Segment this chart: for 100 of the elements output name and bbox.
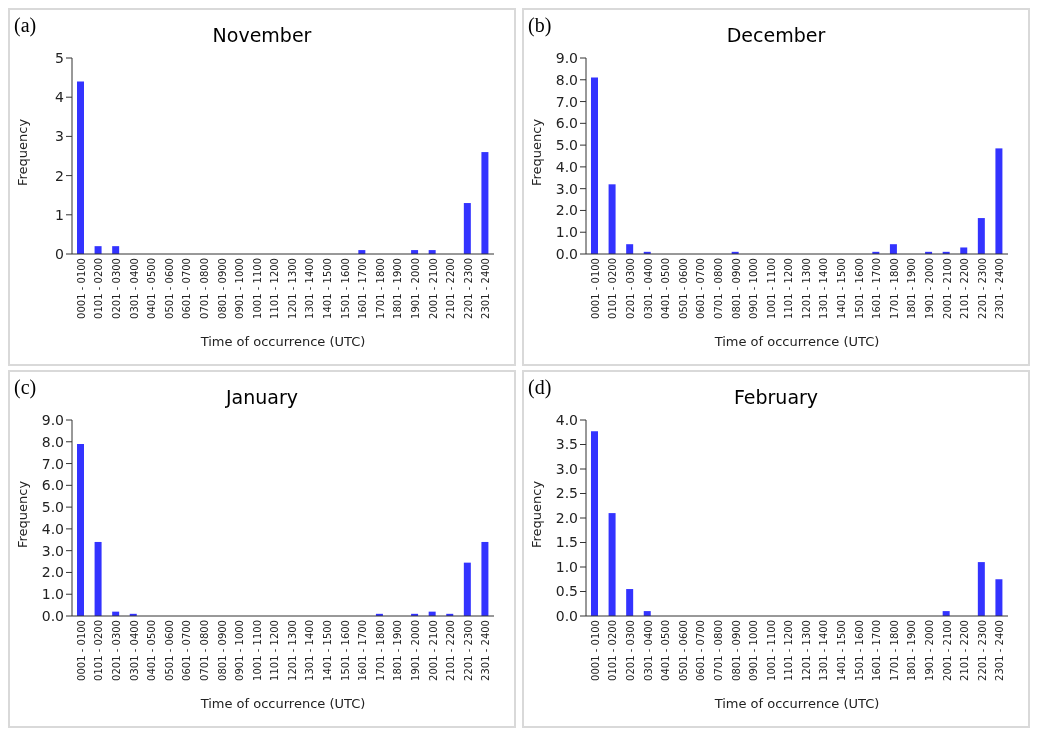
chart-title: February	[733, 386, 819, 408]
y-tick-label: 2.0	[555, 202, 578, 219]
x-tick-label: 0301 - 0400	[128, 258, 140, 319]
x-tick-label: 1901 - 2000	[409, 620, 421, 681]
y-tick-label: 0.0	[555, 245, 578, 262]
y-tick-label: 8.0	[41, 433, 64, 450]
x-tick-label: 0701 - 0800	[712, 258, 724, 319]
bar	[608, 513, 616, 616]
x-tick-label: 0401 - 0500	[146, 258, 158, 319]
x-tick-label: 1801 - 1900	[392, 258, 404, 319]
y-tick-label: 3.0	[555, 460, 578, 477]
x-tick-label: 1301 - 1400	[818, 620, 830, 681]
x-tick-label: 2301 - 2400	[480, 258, 492, 319]
x-tick-label: 1001 - 1100	[251, 620, 263, 681]
bar	[977, 218, 985, 254]
x-tick-label: 1301 - 1400	[304, 258, 316, 319]
x-tick-label: 1201 - 1300	[800, 258, 812, 319]
x-tick-label: 2001 - 2100	[941, 258, 953, 319]
x-tick-label: 0701 - 0800	[712, 620, 724, 681]
x-tick-label: 0601 - 0700	[695, 620, 707, 681]
y-axis-title: Frequency	[528, 118, 544, 186]
x-tick-label: 1901 - 2000	[409, 258, 421, 319]
x-tick-label: 1601 - 1700	[871, 258, 883, 319]
y-tick-label: 4.0	[555, 158, 578, 175]
x-tick-label: 1101 - 1200	[269, 258, 281, 319]
x-tick-label: 1401 - 1500	[836, 258, 848, 319]
y-tick-label: 1.0	[555, 558, 578, 575]
x-tick-label: 1901 - 2000	[923, 258, 935, 319]
x-tick-label: 1701 - 1800	[888, 620, 900, 681]
x-tick-label: 2201 - 2300	[462, 258, 474, 319]
text: (b)	[528, 14, 552, 37]
y-tick-label: 4.0	[41, 520, 64, 537]
x-tick-label: 0701 - 0800	[198, 258, 210, 319]
bar	[77, 443, 84, 616]
x-tick-label: 0401 - 0500	[660, 258, 672, 319]
x-tick-label: 0901 - 1000	[234, 620, 246, 681]
chart-title: January	[225, 386, 299, 408]
y-tick-label: 5	[55, 49, 64, 66]
x-tick-label: 1101 - 1200	[269, 620, 281, 681]
x-tick-label: 0001 - 0100	[75, 620, 87, 681]
x-tick-label: 1501 - 1600	[853, 620, 865, 681]
x-tick-label: 2301 - 2400	[480, 620, 492, 681]
x-tick-label: 0501 - 0600	[163, 620, 175, 681]
x-tick-label: 1301 - 1400	[818, 258, 830, 319]
x-tick-label: 2101 - 2200	[959, 620, 971, 681]
x-tick-label: 0501 - 0600	[163, 258, 175, 319]
y-tick-label: 2	[55, 167, 64, 184]
x-tick-label: 1201 - 1300	[800, 620, 812, 681]
y-tick-label: 1.0	[41, 586, 64, 603]
y-tick-label: 0.0	[41, 607, 64, 624]
bar	[995, 148, 1003, 254]
x-tick-label: 2101 - 2200	[445, 620, 457, 681]
x-axis-title: Time of occurrence (UTC)	[713, 334, 880, 349]
x-tick-label: 0201 - 0300	[111, 258, 123, 319]
x-tick-label: 0801 - 0900	[730, 258, 742, 319]
y-tick-label: 0.5	[555, 583, 578, 600]
x-axis-title: Time of occurrence (UTC)	[713, 696, 880, 711]
y-tick-label: 0	[55, 245, 64, 262]
x-tick-label: 1001 - 1100	[251, 258, 263, 319]
x-tick-label: 1701 - 1800	[888, 258, 900, 319]
x-tick-label: 1201 - 1300	[286, 620, 298, 681]
bar	[889, 244, 897, 254]
y-tick-label: 1.5	[555, 534, 578, 551]
x-tick-label: 2001 - 2100	[427, 258, 439, 319]
y-tick-label: 3.0	[555, 180, 578, 197]
x-tick-label: 2201 - 2300	[976, 258, 988, 319]
x-tick-label: 2001 - 2100	[941, 620, 953, 681]
y-tick-label: 9.0	[555, 49, 578, 66]
bar	[481, 152, 489, 254]
x-tick-label: 1101 - 1200	[783, 620, 795, 681]
x-tick-label: 0101 - 0200	[93, 258, 105, 319]
bar	[94, 541, 102, 616]
bar	[463, 203, 471, 254]
bar	[77, 81, 84, 254]
x-tick-label: 0101 - 0200	[93, 620, 105, 681]
text: (a)	[14, 14, 37, 37]
text: (d)	[528, 376, 552, 399]
x-tick-label: 0801 - 0900	[730, 620, 742, 681]
y-tick-label: 3.0	[41, 542, 64, 559]
x-tick-label: 0401 - 0500	[660, 620, 672, 681]
bar	[977, 562, 985, 616]
x-tick-label: 1001 - 1100	[765, 258, 777, 319]
y-tick-label: 7.0	[41, 455, 64, 472]
x-tick-label: 0301 - 0400	[642, 620, 654, 681]
x-tick-label: 1501 - 1600	[339, 258, 351, 319]
x-tick-label: 0601 - 0700	[181, 620, 193, 681]
x-tick-label: 2301 - 2400	[994, 258, 1006, 319]
x-tick-label: 0101 - 0200	[607, 258, 619, 319]
x-tick-label: 0501 - 0600	[677, 258, 689, 319]
y-axis-title: Frequency	[528, 480, 544, 548]
y-axis-title: Frequency	[14, 118, 30, 186]
y-tick-label: 5.0	[555, 137, 578, 154]
y-tick-label: 0.0	[555, 607, 578, 624]
x-tick-label: 1401 - 1500	[322, 258, 334, 319]
x-tick-label: 0201 - 0300	[625, 620, 637, 681]
y-tick-label: 2.5	[555, 485, 578, 502]
y-tick-label: 3.5	[555, 436, 578, 453]
x-tick-label: 0201 - 0300	[111, 620, 123, 681]
x-tick-label: 2201 - 2300	[462, 620, 474, 681]
x-tick-label: 1301 - 1400	[304, 620, 316, 681]
